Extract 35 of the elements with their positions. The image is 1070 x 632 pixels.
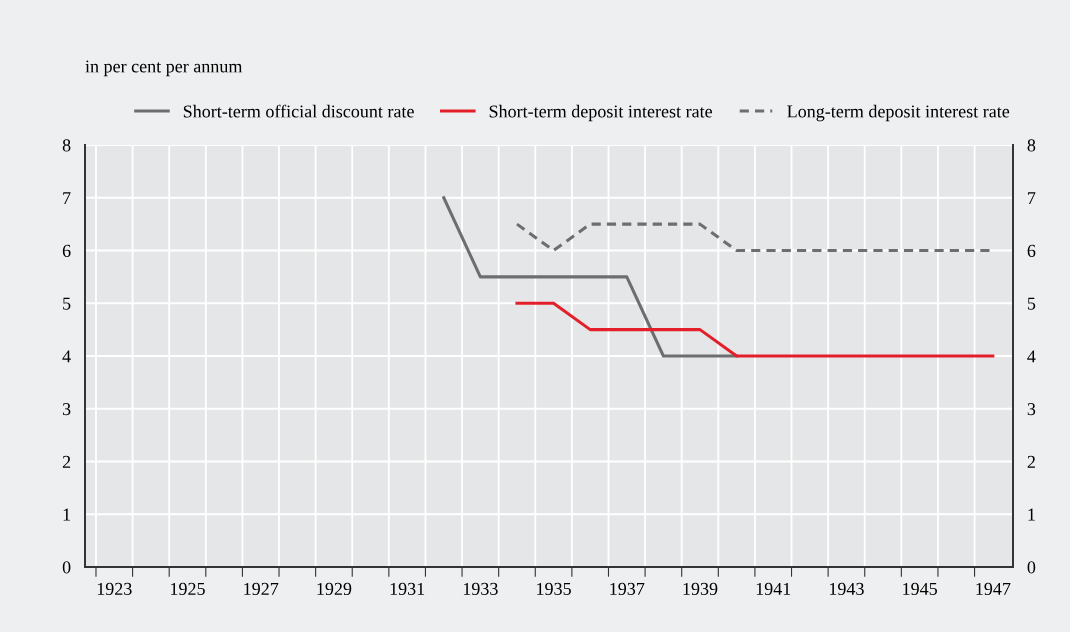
y-tick-label: 4	[62, 350, 71, 363]
y2-tick-label: 5	[1027, 297, 1036, 310]
y2-tick-label: 3	[1027, 403, 1036, 416]
x-tick-label: 1923	[97, 582, 132, 595]
y-tick-label: 3	[62, 403, 71, 416]
x-tick-label: 1943	[829, 582, 864, 595]
x-tick-label: 1933	[463, 582, 498, 595]
y-tick-label: 0	[62, 561, 71, 574]
y2-tick-label: 0	[1027, 561, 1036, 574]
y2-tick-label: 6	[1027, 244, 1036, 257]
legend-label: Long-term deposit interest rate	[787, 104, 1010, 122]
x-tick-label: 1929	[317, 582, 352, 595]
x-tick-label: 1927	[244, 582, 279, 595]
x-tick-label: 1925	[171, 582, 205, 595]
y-tick-label: 8	[62, 139, 71, 152]
y-tick-label: 1	[63, 508, 71, 521]
x-tick-label: 1945	[903, 582, 937, 595]
x-tick-label: 1939	[683, 582, 718, 595]
y2-tick-label: 7	[1028, 192, 1036, 205]
y2-tick-label: 1	[1028, 508, 1035, 521]
x-tick-label: 1937	[610, 582, 645, 595]
y-tick-label: 6	[62, 244, 71, 257]
y-tick-label: 5	[63, 297, 71, 310]
y2-tick-label: 4	[1027, 350, 1036, 363]
x-tick-label: 1941	[756, 582, 791, 595]
x-tick-label: 1931	[390, 582, 425, 595]
y2-tick-label: 2	[1027, 455, 1035, 468]
legend-label: Short-term official discount rate	[183, 104, 414, 118]
y2-tick-label: 8	[1027, 139, 1036, 152]
y-tick-label: 7	[63, 192, 71, 205]
y-tick-label: 2	[62, 455, 71, 468]
x-tick-label: 1947	[976, 582, 1011, 595]
y-axis-title: in per cent per annum	[85, 60, 243, 77]
x-tick-label: 1935	[537, 582, 571, 595]
legend-label: Short-term deposit interest rate	[489, 104, 713, 122]
